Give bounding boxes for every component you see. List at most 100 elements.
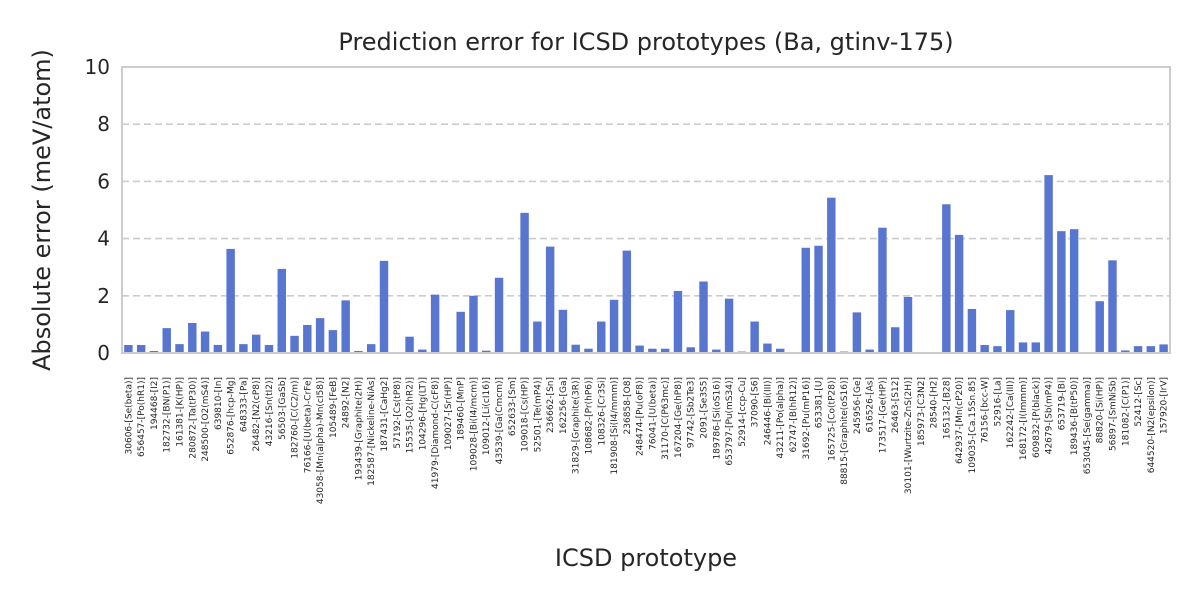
x-tick-label: 109018-[Cs(HP)] — [521, 377, 531, 452]
bar — [903, 296, 913, 353]
bar — [494, 277, 504, 353]
bar — [175, 344, 184, 353]
x-tick-label: 182732-[BN(P1)] — [163, 377, 173, 453]
bar — [673, 290, 683, 353]
x-tick-label: 43539-[Ga(Cmcm)] — [495, 377, 505, 464]
bar — [827, 197, 836, 353]
x-tick-label: 41979-[Diamond-C(cF8)] — [431, 377, 441, 489]
x-tick-label: 105489-[FeB] — [329, 377, 339, 438]
bar — [213, 344, 223, 353]
bar — [775, 348, 785, 353]
x-tick-label: 88820-[Si(HP)] — [1096, 377, 1106, 443]
bar — [571, 344, 580, 353]
x-axis-label: ICSD prototype — [555, 544, 737, 572]
y-tick-label: 8 — [97, 112, 110, 136]
x-tick-label: 236858-[O8] — [623, 377, 633, 434]
x-tick-label: 76156-[bcc-W] — [981, 377, 991, 443]
x-tick-label: 182587-[Nickeline-NiAs] — [367, 377, 377, 486]
x-tick-label: 248474-[Pu(oF8)] — [636, 377, 646, 456]
x-tick-label: 109012-[Li(cI16)] — [482, 377, 492, 455]
bar — [341, 300, 350, 353]
bar — [942, 204, 951, 353]
bar — [660, 348, 670, 353]
bar — [277, 268, 286, 353]
bar — [814, 245, 823, 353]
y-tick-label: 4 — [97, 227, 110, 251]
x-tick-label: 181908-[Si(I4/mmm)] — [610, 377, 620, 475]
x-tick-label: 108326-[Cr3Si] — [597, 377, 607, 446]
bar — [967, 308, 977, 353]
x-tick-label: 56897-[SmNiSb] — [1108, 377, 1118, 451]
x-tick-label: 181082-[C(P1)] — [1121, 377, 1131, 446]
bar — [558, 309, 568, 353]
bar — [635, 345, 644, 353]
x-tick-label: 157920-[IrV] — [1160, 377, 1170, 434]
x-tick-label: 652633-[Sm] — [508, 377, 518, 436]
bar — [1159, 344, 1168, 353]
x-tick-label: 31829-[Graphite(3R)] — [572, 377, 582, 474]
x-tick-label: 26463-[S12] — [891, 377, 901, 433]
bar — [980, 344, 989, 353]
x-ticks: 30606-[Se(beta)] 656457-[Po(hR1)] 194468-[… — [124, 377, 1169, 504]
x-tick-label: 189436-[B(tP50)] — [1070, 377, 1080, 455]
bar — [686, 347, 695, 353]
x-tick-label: 173517-[Ge(HP)] — [878, 377, 888, 453]
x-tick-label: 42679-[Sb(mP4)] — [1045, 377, 1055, 454]
x-tick-label: 76041-[U(beta)] — [648, 377, 658, 450]
x-tick-label: 165725-[Co(tP28)] — [827, 377, 837, 461]
y-tick-label: 0 — [97, 341, 110, 365]
x-tick-label: 245956-[Ge] — [853, 377, 863, 434]
x-tick-label: 165132-[B28] — [942, 377, 952, 439]
x-tick-label: 2091-[Se3S5] — [700, 377, 710, 439]
x-tick-label: 31692-[Pu(mP16)] — [802, 377, 812, 460]
bar — [226, 248, 235, 353]
x-tick-label: 52501-[Te(mP4)] — [533, 377, 543, 452]
bars — [124, 175, 1168, 353]
x-tick-label: 109035-[Ca.15Sn.85] — [968, 377, 978, 473]
bar — [162, 328, 171, 353]
bar — [1121, 350, 1130, 353]
bar — [303, 324, 312, 353]
x-tick-label: 167204-[Ge(hP8)] — [674, 377, 684, 458]
x-tick-label: 236662-[Sn] — [546, 377, 556, 433]
bar — [1108, 260, 1117, 353]
bar — [1031, 342, 1041, 353]
bar — [699, 281, 708, 353]
bar — [1146, 346, 1156, 353]
x-tick-label: 656457-[Po(hR1)] — [137, 377, 147, 457]
bar — [1018, 342, 1028, 353]
x-tick-label: 52412-[Sc] — [1134, 377, 1144, 427]
x-tick-label: 616526-[As] — [866, 377, 876, 432]
bar — [456, 311, 465, 353]
y-tick-label: 2 — [97, 284, 110, 308]
bar — [545, 246, 555, 353]
y-tick-label: 6 — [97, 169, 110, 193]
x-tick-label: 28540-[H2] — [930, 377, 940, 428]
bar — [993, 346, 1002, 353]
bar — [379, 260, 389, 353]
x-tick-label: 246446-[Bi(III)] — [763, 377, 773, 445]
bar — [1044, 175, 1053, 353]
x-tick-label: 168172-[I(Immm)] — [1019, 377, 1029, 460]
bar — [1095, 301, 1104, 353]
bar — [124, 344, 133, 353]
x-tick-label: 185973-[C3N2] — [917, 377, 927, 446]
bar — [149, 350, 159, 353]
y-axis-label: Absolute error (meV/atom) — [28, 49, 56, 371]
bar — [290, 335, 299, 353]
x-tick-label: 104296-[Hg(LT)] — [418, 377, 428, 450]
bar — [1133, 346, 1143, 353]
x-tick-label: 280872-[Ta(tP30)] — [188, 377, 198, 459]
x-tick-label: 652876-[hcp-Mg] — [227, 377, 237, 455]
x-tick-label: 15535-[O2(hR2)] — [406, 377, 416, 453]
plot-frame — [121, 66, 1171, 354]
x-tick-label: 43216-[Sn(tI2)] — [265, 377, 275, 446]
bar — [264, 344, 274, 353]
bar — [430, 294, 440, 353]
x-tick-label: 162256-[Ga] — [559, 377, 569, 434]
bar — [712, 349, 721, 353]
x-tick-label: 189786-[Si(oS16)] — [712, 377, 722, 460]
bar — [763, 343, 772, 353]
x-tick-label: 31170-[C(P63mc)] — [661, 377, 671, 460]
